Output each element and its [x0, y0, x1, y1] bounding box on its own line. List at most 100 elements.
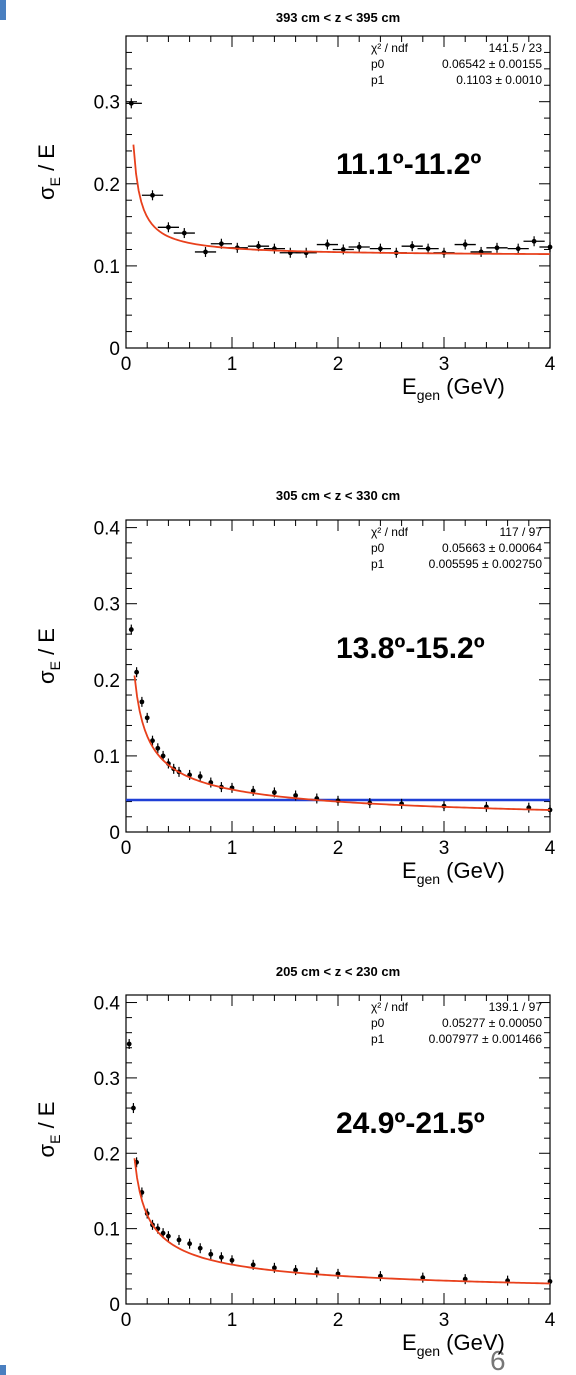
data-point [128, 624, 134, 635]
stats-value: 117 / 97 [500, 525, 543, 539]
stats-label: p1 [371, 1032, 385, 1046]
data-point [401, 241, 423, 252]
x-tick-label: 0 [121, 354, 132, 375]
chart-title: 305 cm < z < 330 cm [276, 488, 400, 503]
data-point [194, 246, 217, 257]
x-axis-label: Egen (GeV) [402, 374, 505, 403]
x-axis-label: Egen (GeV) [402, 858, 505, 887]
data-point [197, 771, 203, 782]
x-tick-label: 4 [545, 354, 556, 375]
stats-value: 0.06542 ± 0.00155 [442, 57, 542, 71]
x-tick-label: 0 [121, 1310, 132, 1331]
data-point [454, 239, 476, 250]
x-tick-label: 0 [121, 838, 132, 859]
stats-value: 0.05277 ± 0.00050 [442, 1016, 542, 1030]
x-tick-label: 3 [439, 1310, 450, 1331]
y-axis-label: σE / E [34, 628, 63, 684]
chart-title: 205 cm < z < 230 cm [276, 964, 400, 979]
data-point [335, 1268, 341, 1279]
data-point [523, 236, 545, 247]
y-tick-label: 0 [109, 1295, 120, 1316]
stats-label: χ² / ndf [371, 1000, 409, 1014]
y-tick-label: 0 [109, 339, 120, 360]
y-tick-label: 0.3 [94, 1069, 120, 1090]
x-tick-label: 3 [439, 354, 450, 375]
stats-label: χ² / ndf [371, 41, 409, 55]
y-tick-label: 0.2 [94, 1144, 120, 1165]
data-point [229, 782, 235, 793]
y-tick-label: 0.2 [94, 671, 120, 692]
data-point [131, 1103, 136, 1114]
data-point [144, 712, 150, 723]
data-point [208, 777, 214, 788]
data-point [314, 793, 320, 804]
data-point [369, 243, 391, 254]
data-point [486, 242, 508, 253]
data-point [348, 242, 370, 253]
angle-range-annotation: 24.9º-21.5º [336, 1107, 485, 1140]
data-point [173, 228, 195, 239]
data-point [157, 222, 179, 233]
page-number: 6 [490, 1345, 506, 1375]
x-tick-label: 1 [227, 1310, 238, 1331]
data-point [155, 743, 161, 754]
x-tick-label: 2 [333, 354, 344, 375]
data-point [187, 1238, 193, 1249]
data-point [507, 243, 529, 254]
y-axis-label: σE / E [34, 1102, 63, 1158]
data-point [316, 239, 338, 250]
x-tick-label: 4 [545, 838, 556, 859]
stats-value: 139.1 / 97 [489, 1000, 543, 1014]
data-point [314, 1267, 320, 1278]
fit-curve [133, 675, 551, 811]
x-tick-label: 4 [545, 1310, 556, 1331]
data-point [219, 1252, 224, 1263]
x-tick-label: 1 [227, 354, 238, 375]
data-point [208, 1249, 214, 1260]
stats-value: 0.1103 ± 0.0010 [456, 73, 542, 87]
fit-curve [132, 144, 551, 255]
stats-value: 0.005595 ± 0.002750 [429, 557, 543, 571]
data-point [176, 1234, 182, 1245]
data-point [150, 735, 155, 746]
y-tick-label: 0.3 [94, 93, 120, 114]
angle-range-annotation: 13.8º-15.2º [336, 632, 485, 665]
chart-panel-1: 393 cm < z < 395 cm 0 1 2 3 4 0 0.1 0.2 0.3 Egen (… [34, 10, 556, 403]
stats-label: p0 [371, 57, 385, 71]
data-point [547, 1276, 553, 1287]
x-axis-label: Egen (GeV) [402, 1330, 505, 1359]
angle-range-annotation: 11.1º-11.2º [336, 148, 481, 181]
data-point [420, 1272, 426, 1283]
chart-panel-3: 205 cm < z < 230 cm 0 1 2 3 4 0 0.1 0.2 0.3 0.4 Ege… [34, 964, 556, 1359]
chart-panel-2: 305 cm < z < 330 cm 0 1 2 3 4 0 0.1 0.2 0.3 0.4 Ege… [34, 488, 556, 887]
data-point [526, 802, 532, 813]
stats-label: χ² / ndf [371, 525, 409, 539]
data-point [197, 1243, 203, 1254]
fit-curve [133, 1158, 551, 1285]
x-tick-label: 1 [227, 838, 238, 859]
data-point [139, 696, 145, 707]
x-tick-label: 2 [333, 1310, 344, 1331]
data-point [295, 247, 317, 258]
data-point [378, 1271, 383, 1282]
chart-title: 393 cm < z < 395 cm [276, 10, 400, 25]
data-point [141, 190, 164, 201]
data-point [250, 785, 256, 796]
data-point [166, 1231, 171, 1242]
stats-value: 141.5 / 23 [489, 41, 543, 55]
data-point [462, 1274, 468, 1285]
y-tick-label: 0.1 [94, 257, 120, 278]
y-axis-label: σE / E [34, 144, 63, 200]
stats-label: p0 [371, 1016, 385, 1030]
x-tick-label: 2 [333, 838, 344, 859]
data-point [484, 801, 489, 812]
x-tick-label: 3 [439, 838, 450, 859]
y-tick-label: 0.1 [94, 1220, 120, 1241]
data-point [539, 242, 553, 253]
stats-label: p1 [371, 73, 385, 87]
y-tick-label: 0.1 [94, 747, 120, 768]
data-point [229, 1255, 235, 1266]
data-point [126, 1038, 132, 1049]
data-point [134, 667, 140, 678]
y-tick-label: 0.4 [94, 994, 121, 1015]
